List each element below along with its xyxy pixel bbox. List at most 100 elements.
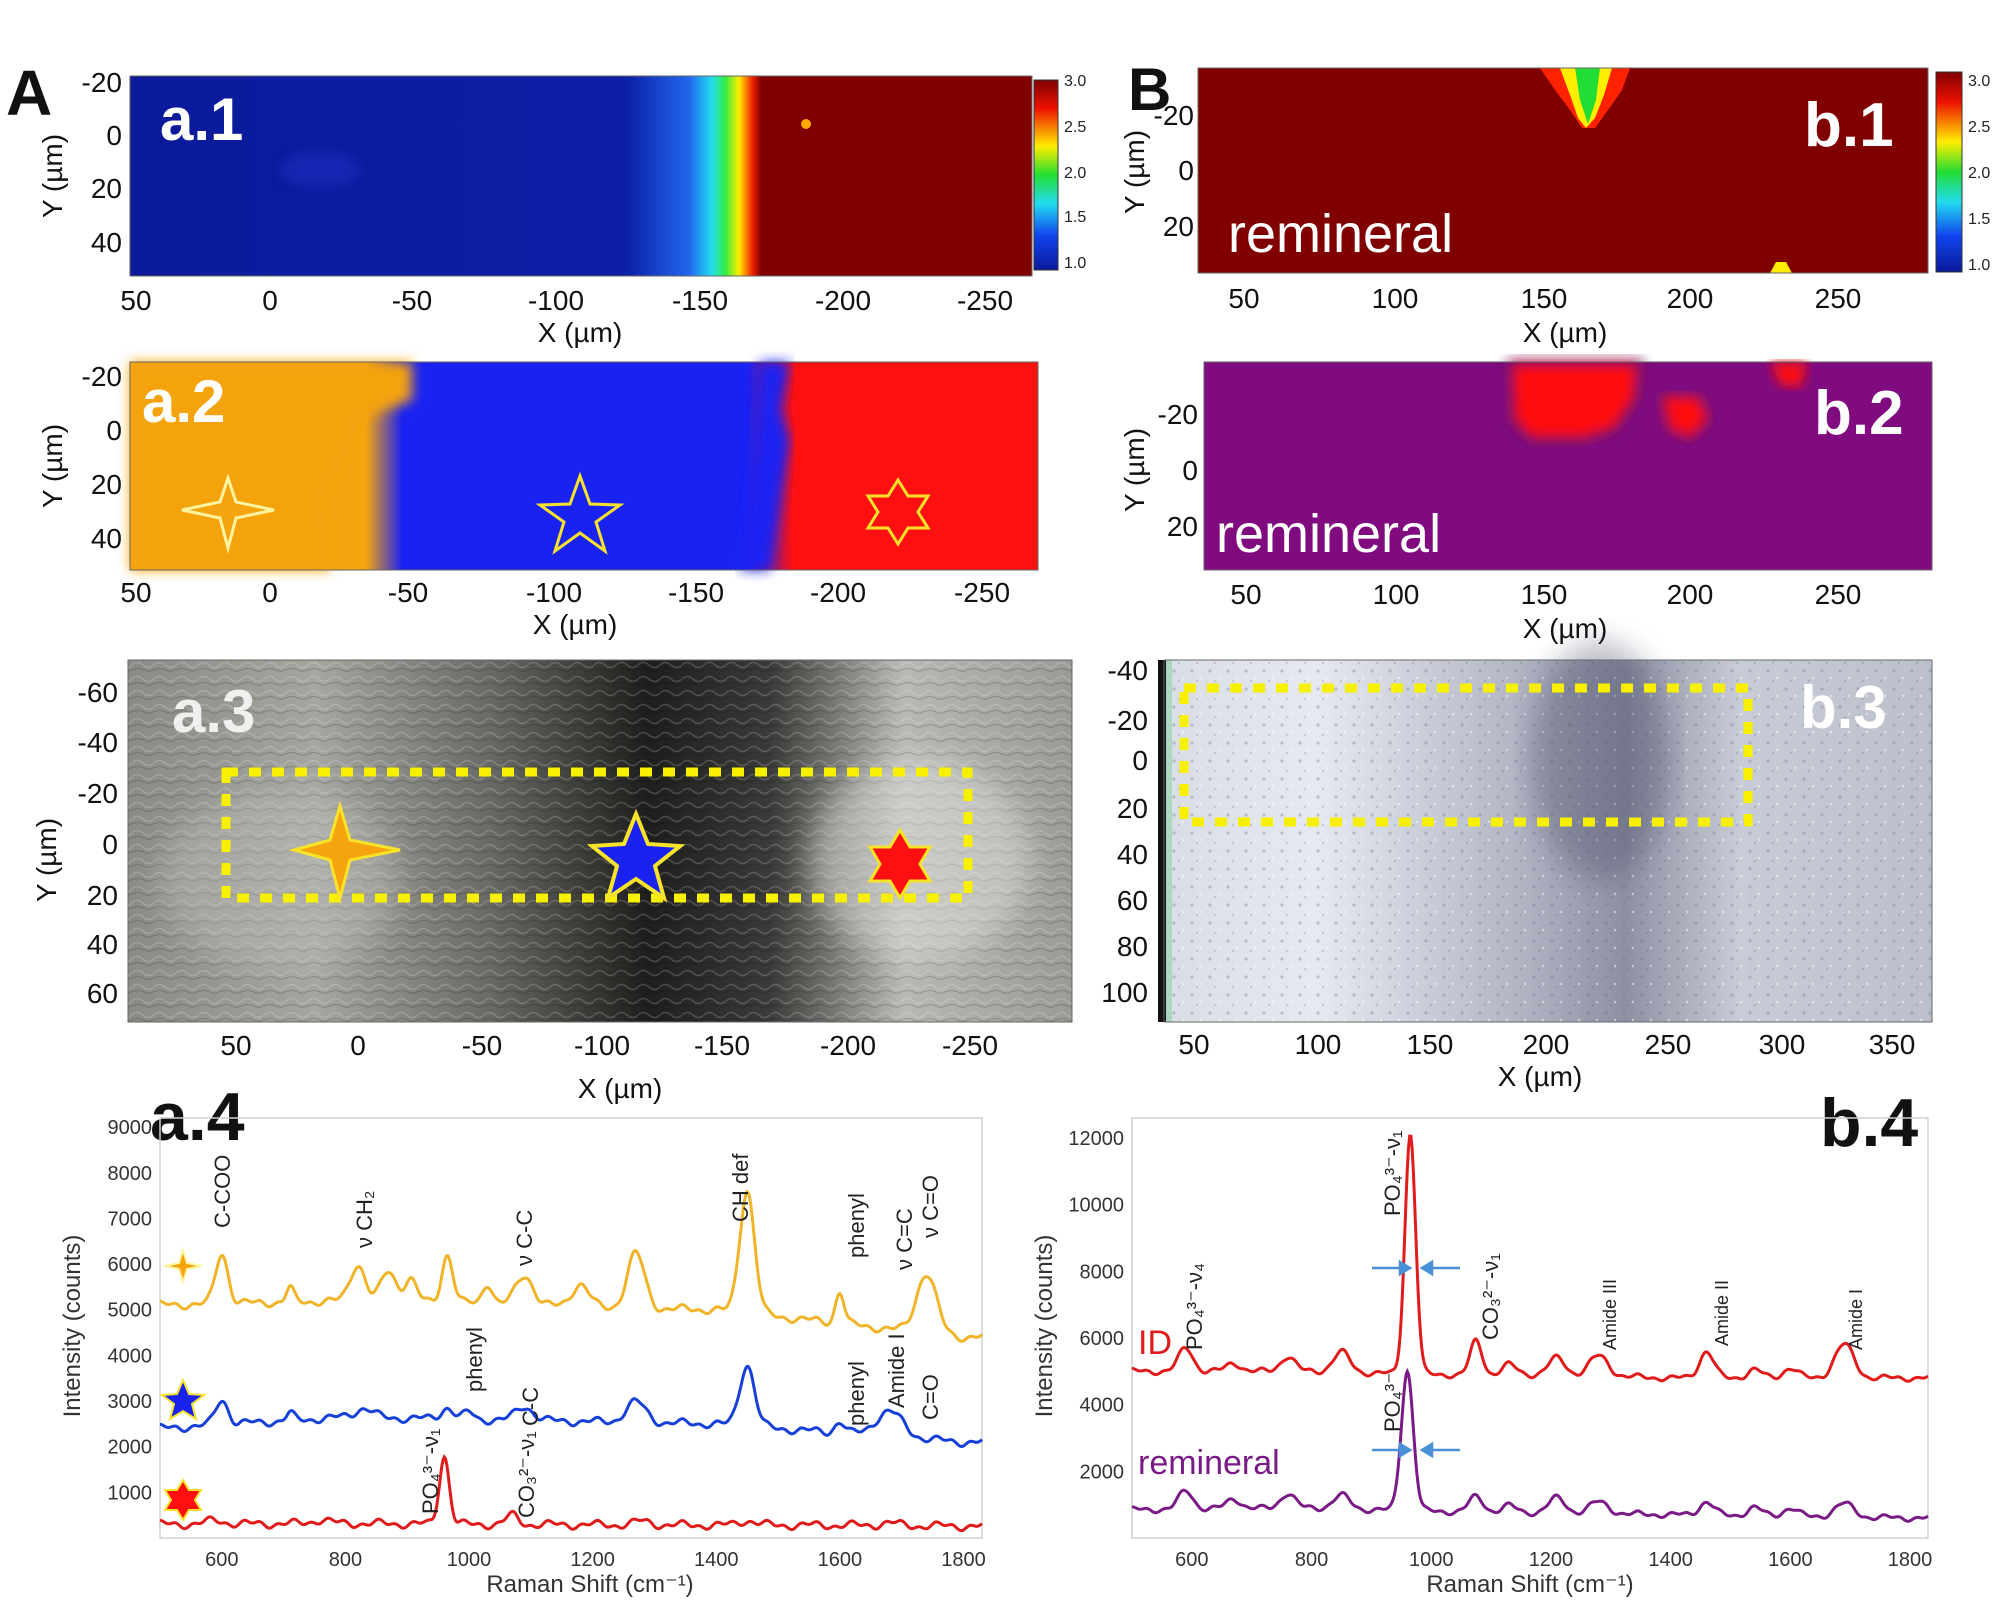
- chart-b4: b.4 600 800 1000 1200 1400 1600 1800 2000 4000 6…: [1031, 1085, 1932, 1598]
- a2-ytick: -20: [82, 361, 122, 392]
- b4-series-line-1: [1131, 1367, 1929, 1523]
- b4-annot: PO₄³⁻-ν₁: [1380, 1131, 1405, 1216]
- a4-annot: Amide I: [884, 1333, 909, 1408]
- a1-xtick: -250: [957, 285, 1013, 316]
- b1-small-spot: [1770, 262, 1792, 273]
- b2-overlay-text: remineral: [1216, 504, 1441, 564]
- a4-legend-star4: [163, 1246, 203, 1286]
- a4-ytick: 6000: [108, 1254, 153, 1276]
- panel-a3: a.3 50 0 -50 -100 -150 -200 -250 X (µm) …: [31, 659, 1073, 1104]
- b4-xtick: 800: [1295, 1549, 1328, 1571]
- b1-ytick: 0: [1178, 155, 1194, 186]
- a1-xtick: -150: [672, 285, 728, 316]
- b3-xlabel: X (µm): [1498, 1061, 1583, 1092]
- b3-ytick: 60: [1117, 885, 1148, 916]
- b4-width-arrows: [1372, 1259, 1460, 1459]
- a2-ytick: 40: [91, 523, 122, 554]
- b4-annot: Amide I: [1846, 1289, 1866, 1350]
- b1-xlabel: X (µm): [1523, 317, 1608, 348]
- b4-annot: Amide II: [1712, 1280, 1732, 1346]
- a4-legend-star5: [159, 1377, 207, 1422]
- a2-xtick: -100: [526, 577, 582, 608]
- a4-plot-frame: [159, 1117, 983, 1539]
- b2-cluster-red-small: [1656, 392, 1714, 444]
- a2-xtick: -50: [388, 577, 428, 608]
- a4-annot: C-C: [518, 1387, 543, 1426]
- a1-colorbar: 3.0 2.5 2.0 1.5 1.0: [1033, 73, 1086, 272]
- b1-cbar-tick: 2.5: [1968, 119, 1990, 136]
- b3-xtick: 350: [1869, 1029, 1916, 1060]
- a2-xtick: -250: [954, 577, 1010, 608]
- a2-marker-star4: [181, 473, 275, 554]
- a1-xlabel: X (µm): [538, 317, 623, 348]
- b4-ytick: 10000: [1068, 1195, 1124, 1217]
- b1-cbar-tick: 1.5: [1968, 211, 1990, 228]
- a2-xtick: 0: [262, 577, 278, 608]
- b4-series-line-0: [1131, 1134, 1929, 1383]
- a1-ytick: -20: [82, 67, 122, 98]
- a2-xtick: 50: [120, 577, 151, 608]
- a4-annot: CH def: [728, 1153, 753, 1222]
- a1-ytick: 40: [91, 227, 122, 258]
- a3-ytick: 0: [102, 829, 118, 860]
- a3-xlabel: X (µm): [578, 1073, 663, 1104]
- a4-xtick: 1800: [941, 1549, 986, 1571]
- b3-label: b.3: [1800, 674, 1887, 741]
- a3-xtick: -250: [942, 1030, 998, 1061]
- a3-xtick: -100: [574, 1030, 630, 1061]
- a4-ytick: 2000: [108, 1437, 153, 1459]
- a2-cluster-orange: [130, 362, 412, 570]
- b4-plot-frame: [1131, 1117, 1929, 1539]
- b4-annot: Amide III: [1600, 1279, 1620, 1350]
- panel-a2: a.2 50 0 -50 -100 -150 -200 -250 X (µm) …: [37, 361, 1039, 640]
- b4-xtick: 1000: [1409, 1549, 1454, 1571]
- a4-series-line-1: [159, 1364, 983, 1449]
- panel-b1: b.1 remineral 3.0 2.5 2.0 1.5 1.0 50 100…: [1119, 67, 1990, 348]
- a3-xtick: -200: [820, 1030, 876, 1061]
- b1-xtick: 50: [1228, 283, 1259, 314]
- b1-cbar-tick: 3.0: [1968, 73, 1990, 90]
- a4-xtick: 1400: [694, 1549, 739, 1571]
- b3-ytick: 40: [1117, 839, 1148, 870]
- a2-xtick: -150: [668, 577, 724, 608]
- b3-ytick: -20: [1108, 705, 1148, 736]
- b4-ytick: 2000: [1080, 1461, 1125, 1483]
- b3-xtick: 50: [1178, 1029, 1209, 1060]
- b2-ytick: 20: [1167, 511, 1198, 542]
- a2-xlabel: X (µm): [533, 609, 618, 640]
- b3-xtick: 150: [1407, 1029, 1454, 1060]
- a4-xtick: 600: [205, 1549, 238, 1571]
- b2-ylabel: Y (µm): [1119, 428, 1150, 512]
- b3-ytick: 0: [1132, 745, 1148, 776]
- a4-ytick: 9000: [108, 1117, 153, 1139]
- a2-cluster-blue-edge: [740, 362, 790, 570]
- chart-a4: a.4 600 800 1000 1200 1400 1600 1800 1000 2000 3…: [59, 1079, 986, 1598]
- a2-marker-star6: [865, 477, 931, 547]
- b2-xtick: 200: [1667, 579, 1714, 610]
- b2-xtick: 50: [1230, 579, 1261, 610]
- a3-ytick: 40: [87, 929, 118, 960]
- b2-ytick: 0: [1182, 455, 1198, 486]
- a3-ytick: -40: [78, 727, 118, 758]
- a4-xtick: 1000: [447, 1549, 492, 1571]
- a4-label: a.4: [150, 1079, 245, 1155]
- a4-series-line-0: [159, 1189, 983, 1343]
- a3-xtick: 50: [220, 1030, 251, 1061]
- b1-cbar-tick: 2.0: [1968, 165, 1990, 182]
- a4-xtick: 800: [329, 1549, 362, 1571]
- a2-ytick: 0: [106, 415, 122, 446]
- a1-heatmap-spot: [801, 119, 811, 129]
- a2-label: a.2: [142, 368, 225, 435]
- b4-ytick: 4000: [1080, 1395, 1125, 1417]
- a4-annot: ν C-C: [512, 1210, 537, 1266]
- a2-ylabel: Y (µm): [37, 424, 68, 508]
- b4-xtick: 1200: [1529, 1549, 1574, 1571]
- a1-cbar-tick: 2.0: [1064, 165, 1086, 182]
- b1-overlay-text: remineral: [1228, 204, 1453, 264]
- a4-annot: PO₄³⁻-ν₁: [418, 1429, 443, 1514]
- a3-roi-box: [221, 767, 973, 903]
- b4-series-label-remineral: remineral: [1138, 1444, 1280, 1482]
- b1-colorbar: 3.0 2.5 2.0 1.5 1.0: [1935, 71, 1990, 274]
